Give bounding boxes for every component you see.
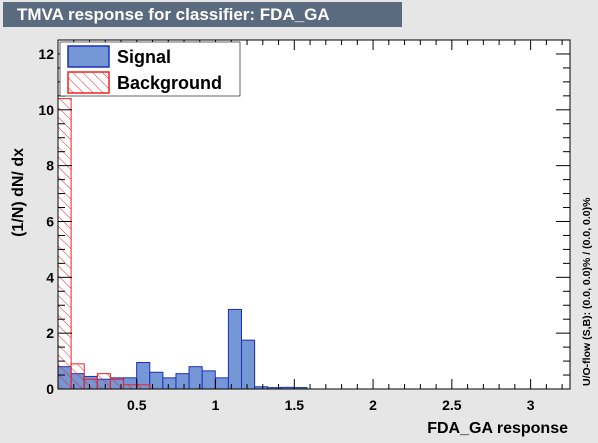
legend: Signal Background	[59, 41, 241, 97]
x-tick-label: 2	[369, 397, 377, 413]
background-bar	[83, 378, 98, 390]
y-tick-label: 2	[46, 325, 54, 341]
overflow-note: U/O-flow (S,B): (0.0, 0.0)% / (0.0, 0.0)…	[581, 197, 593, 386]
signal-bar	[201, 370, 216, 390]
signal-bar	[214, 377, 229, 390]
y-tick-label: 6	[46, 213, 54, 229]
legend-background-swatch	[67, 71, 110, 94]
background-bar	[136, 384, 151, 390]
background-histogram	[57, 98, 151, 390]
background-bar	[70, 363, 85, 390]
axes: 0.5 1 1.5 2 2.5 3 0 2 4 6 8 10 12	[38, 39, 571, 413]
x-tick-label: 2.5	[442, 397, 462, 413]
y-tick-label: 8	[46, 158, 54, 174]
legend-signal-label: Signal	[117, 47, 171, 67]
x-axis-title: FDA_GA response	[427, 420, 568, 437]
x-tick-label: 3	[527, 397, 535, 413]
y-tick-label: 4	[46, 269, 54, 285]
y-tick-label: 0	[46, 381, 54, 397]
x-tick-label: 1.5	[285, 397, 305, 413]
y-tick-label: 12	[38, 46, 54, 62]
x-tick-label: 0.5	[127, 397, 147, 413]
background-bar	[123, 384, 138, 390]
signal-bar	[227, 308, 243, 390]
background-bar	[96, 373, 111, 390]
background-bar	[109, 378, 125, 390]
title-box: TMVA response for classifier: FDA_GA	[3, 2, 402, 27]
y-tick-label: 10	[38, 102, 54, 118]
background-bar	[57, 98, 72, 390]
signal-bar	[241, 339, 256, 390]
legend-background-label: Background	[117, 73, 222, 93]
plot-area	[57, 39, 571, 390]
y-axis-title: (1/N) dN/ dx	[10, 148, 27, 237]
x-tick-label: 1	[212, 397, 220, 413]
chart-title: TMVA response for classifier: FDA_GA	[17, 5, 330, 24]
signal-bar	[162, 377, 177, 390]
plot-frame	[57, 39, 571, 390]
signal-bar	[175, 373, 190, 390]
legend-signal-swatch	[67, 45, 110, 68]
signal-bar	[149, 371, 164, 390]
